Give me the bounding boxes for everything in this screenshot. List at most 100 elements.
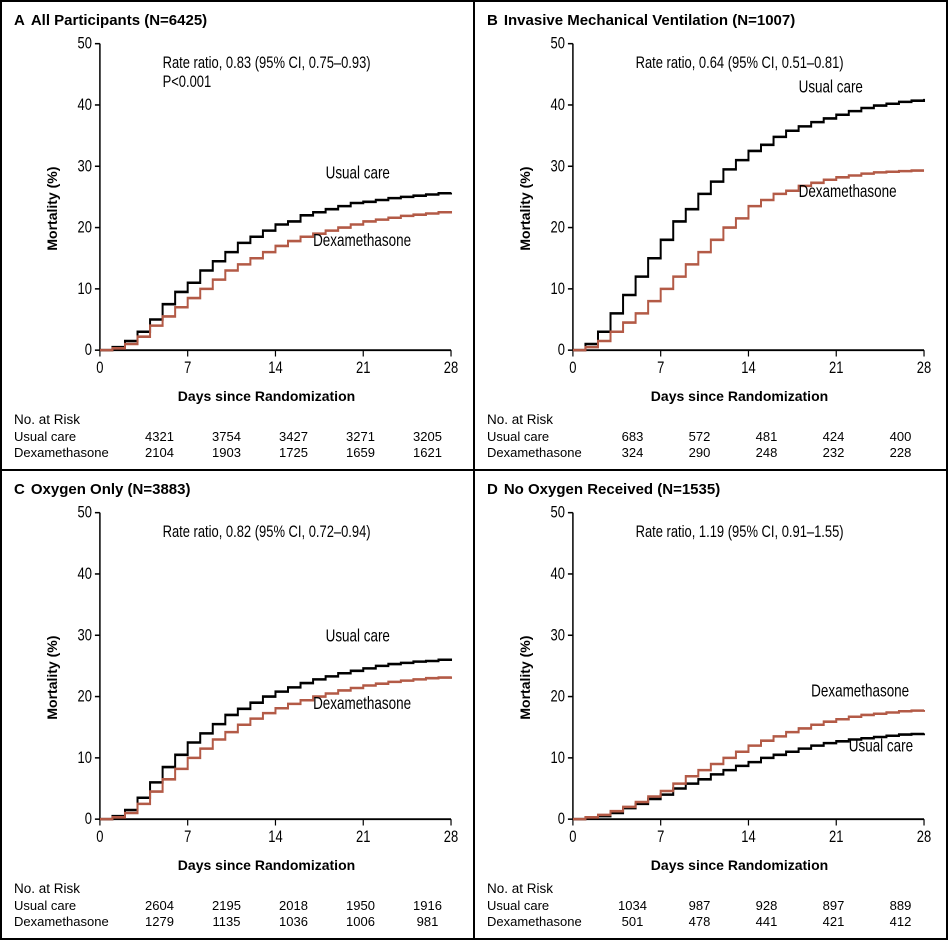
x-axis-label: Days since Randomization xyxy=(42,857,461,873)
x-tick-label: 21 xyxy=(829,829,843,847)
panel-title-text: Invasive Mechanical Ventilation (N=1007) xyxy=(504,12,795,29)
risk-row: Dexamethasone1279113510361006981 xyxy=(14,914,461,930)
x-axis-label: Days since Randomization xyxy=(515,388,934,404)
risk-table: No. at RiskUsual care1034987928897889Dex… xyxy=(487,881,934,930)
rate-ratio-annotation: P<0.001 xyxy=(163,74,212,92)
series-label-usual: Usual care xyxy=(326,627,390,646)
x-tick-label: 0 xyxy=(569,360,576,378)
risk-value: 400 xyxy=(867,429,934,445)
risk-row: Usual care26042195201819501916 xyxy=(14,898,461,914)
panel-title: A All Participants (N=6425) xyxy=(14,12,461,29)
chart-wrap: Mortality (%)0102030405007142128Usual ca… xyxy=(14,500,461,873)
plot-area: 0102030405007142128Usual careDexamethaso… xyxy=(62,500,461,855)
rate-ratio-annotation: Rate ratio, 0.82 (95% CI, 0.72–0.94) xyxy=(163,524,371,542)
y-tick-label: 20 xyxy=(551,219,565,237)
risk-title: No. at Risk xyxy=(487,881,934,898)
y-tick-label: 30 xyxy=(551,627,565,645)
risk-row-values: 1034987928897889 xyxy=(599,898,934,914)
panel-title: BInvasive Mechanical Ventilation (N=1007… xyxy=(487,12,934,29)
rate-ratio-annotation: Rate ratio, 0.64 (95% CI, 0.51–0.81) xyxy=(636,55,844,73)
y-tick-label: 0 xyxy=(85,811,92,829)
risk-row-label: Usual care xyxy=(487,429,599,445)
risk-value: 928 xyxy=(733,898,800,914)
y-tick-label: 0 xyxy=(558,342,565,360)
risk-row-label: Usual care xyxy=(14,429,126,445)
y-tick-label: 40 xyxy=(551,97,565,115)
x-tick-label: 0 xyxy=(96,360,103,378)
risk-value: 1621 xyxy=(394,445,461,461)
risk-value: 478 xyxy=(666,914,733,930)
risk-row: Dexamethasone501478441421412 xyxy=(487,914,934,930)
risk-value: 2195 xyxy=(193,898,260,914)
x-axis-label: Days since Randomization xyxy=(42,388,461,404)
x-tick-label: 14 xyxy=(741,360,755,378)
risk-value: 1659 xyxy=(327,445,394,461)
risk-value: 3427 xyxy=(260,429,327,445)
y-tick-label: 20 xyxy=(78,219,92,237)
risk-value: 1034 xyxy=(599,898,666,914)
y-tick-label: 40 xyxy=(551,566,565,584)
panel-letter: C xyxy=(14,481,25,498)
risk-value: 2018 xyxy=(260,898,327,914)
y-tick-label: 50 xyxy=(551,35,565,53)
panel-D: DNo Oxygen Received (N=1535)Mortality (%… xyxy=(474,470,947,939)
risk-value: 424 xyxy=(800,429,867,445)
risk-row: Usual care1034987928897889 xyxy=(487,898,934,914)
rate-ratio-annotation: Rate ratio, 1.19 (95% CI, 0.91–1.55) xyxy=(636,524,844,542)
x-tick-label: 7 xyxy=(657,360,664,378)
risk-row-values: 43213754342732713205 xyxy=(126,429,461,445)
series-label-usual: Usual care xyxy=(849,737,913,756)
risk-value: 897 xyxy=(800,898,867,914)
x-tick-label: 0 xyxy=(569,829,576,847)
risk-value: 232 xyxy=(800,445,867,461)
risk-value: 3271 xyxy=(327,429,394,445)
y-tick-label: 20 xyxy=(551,688,565,706)
plot-area: 0102030405007142128Usual careDexamethaso… xyxy=(535,31,934,386)
chart-wrap: Mortality (%)0102030405007142128Usual ca… xyxy=(487,500,934,873)
risk-value: 2604 xyxy=(126,898,193,914)
risk-value: 421 xyxy=(800,914,867,930)
risk-row-values: 501478441421412 xyxy=(599,914,934,930)
series-label-usual: Usual care xyxy=(326,164,390,183)
risk-row-values: 683572481424400 xyxy=(599,429,934,445)
risk-value: 2104 xyxy=(126,445,193,461)
risk-value: 889 xyxy=(867,898,934,914)
y-tick-label: 50 xyxy=(78,35,92,53)
series-label-dex: Dexamethasone xyxy=(799,182,897,201)
panel-title: DNo Oxygen Received (N=1535) xyxy=(487,481,934,498)
series-usual xyxy=(573,99,924,350)
y-tick-label: 20 xyxy=(78,688,92,706)
risk-value: 1903 xyxy=(193,445,260,461)
y-tick-label: 10 xyxy=(551,750,565,768)
x-tick-label: 7 xyxy=(184,360,191,378)
risk-value: 1916 xyxy=(394,898,461,914)
y-tick-label: 10 xyxy=(78,281,92,299)
risk-row: Dexamethasone21041903172516591621 xyxy=(14,445,461,461)
y-tick-label: 10 xyxy=(78,750,92,768)
panel-B: BInvasive Mechanical Ventilation (N=1007… xyxy=(474,1,947,470)
panel-A: AAll Participants (N=6425)Mortality (%)0… xyxy=(1,1,474,470)
x-tick-label: 14 xyxy=(268,829,282,847)
plot-svg: 0102030405007142128Usual careDexamethaso… xyxy=(535,500,934,855)
risk-value: 1036 xyxy=(260,914,327,930)
risk-row-label: Dexamethasone xyxy=(487,914,599,930)
plot-row: Mortality (%)0102030405007142128Usual ca… xyxy=(515,500,934,855)
risk-row-label: Usual care xyxy=(487,898,599,914)
plot-area: 0102030405007142128Usual careDexamethaso… xyxy=(62,31,461,386)
risk-value: 248 xyxy=(733,445,800,461)
risk-row: Usual care683572481424400 xyxy=(487,429,934,445)
risk-value: 683 xyxy=(599,429,666,445)
risk-value: 3205 xyxy=(394,429,461,445)
risk-value: 1006 xyxy=(327,914,394,930)
figure-grid: AAll Participants (N=6425)Mortality (%)0… xyxy=(0,0,948,940)
plot-row: Mortality (%)0102030405007142128Usual ca… xyxy=(515,31,934,386)
plot-svg: 0102030405007142128Usual careDexamethaso… xyxy=(62,31,461,386)
panel-letter: A xyxy=(14,12,25,29)
plot-svg: 0102030405007142128Usual careDexamethaso… xyxy=(62,500,461,855)
risk-value: 290 xyxy=(666,445,733,461)
x-tick-label: 21 xyxy=(356,360,370,378)
panel-title-text: All Participants (N=6425) xyxy=(31,12,207,29)
y-tick-label: 0 xyxy=(85,342,92,360)
risk-title: No. at Risk xyxy=(14,412,461,429)
y-tick-label: 40 xyxy=(78,566,92,584)
